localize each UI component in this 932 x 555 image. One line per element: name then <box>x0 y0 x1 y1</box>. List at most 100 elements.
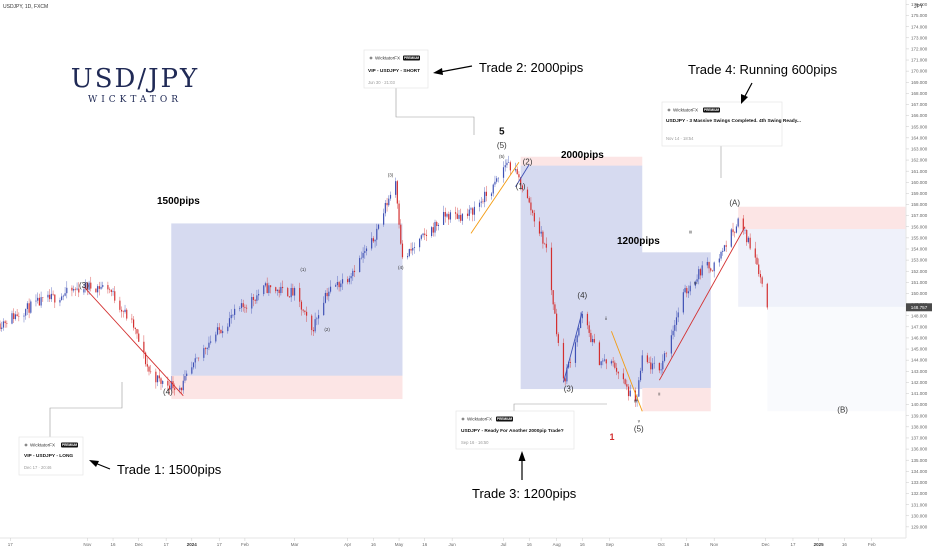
price-tick-label: 172.000 <box>911 47 928 52</box>
wave-label: (2) <box>324 327 330 332</box>
price-tick-label: 147.000 <box>911 324 928 329</box>
price-axis[interactable]: 176.000 175.000 174.000 173.000 172.000 171.0… <box>906 2 928 529</box>
zone-box-2 <box>520 165 643 390</box>
candle-body <box>174 388 176 390</box>
candle-body <box>312 329 315 332</box>
candle-body <box>386 202 388 206</box>
trendline-2 <box>515 164 530 187</box>
candle-body <box>240 303 243 309</box>
candle-body <box>49 294 51 300</box>
candle-body <box>292 287 294 296</box>
price-tick-label: 152.000 <box>911 269 928 274</box>
time-axis[interactable]: 17 Nov 16 Dec 17 2024 17 Feb Mar Apr 16 May 16 Jun Jul… <box>8 538 876 547</box>
candle-body <box>442 211 445 225</box>
candle-body <box>300 301 303 310</box>
candle-body <box>725 245 727 247</box>
candle-body <box>711 270 714 272</box>
time-tick-label: 17 <box>164 542 170 547</box>
candle-body <box>180 387 183 391</box>
price-tick-label: 166.000 <box>911 113 928 118</box>
time-tick-label: 2024 <box>187 542 198 547</box>
candle-body <box>396 181 398 204</box>
signal-card-4[interactable]: WicktatorFX PREMIUM USDJPY - 3 Massive S… <box>661 101 801 147</box>
time-tick-label: Dec <box>135 542 144 547</box>
candle-body <box>622 373 625 380</box>
candle-body <box>424 233 426 235</box>
signal-card-3[interactable]: WicktatorFX PREMIUM USDJPY - Ready For A… <box>455 410 575 450</box>
card-title: VIP - USDJPY - SHORT <box>368 68 420 74</box>
time-tick-label: 16 <box>842 542 848 547</box>
candle-body <box>425 234 428 236</box>
price-tick-label: 148.000 <box>911 313 928 318</box>
wave-label: (B) <box>837 405 848 414</box>
candle-body <box>25 309 27 316</box>
premium-badge <box>496 416 513 422</box>
arrow-trade-4-icon <box>741 82 753 104</box>
candle-body <box>16 314 18 317</box>
candle-body <box>603 359 606 361</box>
candle-body <box>148 366 150 372</box>
price-tick-label: 141.000 <box>911 391 928 396</box>
candle-body <box>78 288 80 293</box>
candle-body <box>468 209 470 216</box>
card-brand: WicktatorFX <box>673 108 698 113</box>
card-brand: WicktatorFX <box>467 417 492 422</box>
premium-badge <box>403 55 420 61</box>
candle-body <box>120 309 123 312</box>
candle-body <box>14 314 17 320</box>
candle-body <box>576 335 578 343</box>
candle-body <box>552 290 554 305</box>
candle-body <box>600 361 602 366</box>
price-tick-label: 142.000 <box>911 380 928 385</box>
candle-body <box>446 214 448 217</box>
candle-body <box>593 339 595 343</box>
price-tick-label: 175.000 <box>911 13 928 18</box>
signal-card-1[interactable]: WicktatorFX PREMIUM VIP - USDJPY - LONG … <box>18 436 84 476</box>
candle-body <box>544 243 546 245</box>
candle-body <box>338 282 340 288</box>
candle-body <box>663 353 666 361</box>
candle-body <box>280 286 282 294</box>
candle-body <box>244 306 246 308</box>
price-tick-label: 131.000 <box>911 502 928 507</box>
candle-body <box>168 385 171 390</box>
candle-body <box>545 243 547 248</box>
zone-box-3 <box>520 156 643 166</box>
candle-body <box>756 257 758 265</box>
user-icon <box>369 56 373 60</box>
candle-body <box>114 291 116 301</box>
wave-label: (3) <box>388 173 394 178</box>
time-tick-label: 17 <box>8 542 14 547</box>
time-tick-label: 17 <box>217 542 223 547</box>
candle-body <box>126 309 128 319</box>
candle-body <box>480 201 482 203</box>
candle-body <box>612 361 614 363</box>
time-tick-label: Feb <box>868 542 876 547</box>
time-tick-label: May <box>395 542 404 547</box>
time-tick-label: 16 <box>580 542 586 547</box>
candle-body <box>13 313 15 320</box>
candle-body <box>742 218 744 231</box>
wave-label: (1) <box>300 267 306 272</box>
candle-body <box>158 375 160 379</box>
candle-body <box>350 276 352 279</box>
wave-label: ii <box>658 392 660 397</box>
candle-body <box>110 289 112 293</box>
candle-body <box>383 213 385 225</box>
candle-body <box>198 357 200 359</box>
candle-body <box>497 177 499 179</box>
signal-card-2[interactable]: WicktatorFX PREMIUM VIP - USDJPY - SHORT… <box>363 49 429 89</box>
candle-body <box>564 378 566 382</box>
time-tick-label: 16 <box>527 542 533 547</box>
price-tick-label: 174.000 <box>911 24 928 29</box>
price-tick-label: 156.000 <box>911 224 928 229</box>
candle-body <box>268 285 270 293</box>
card-title-line-1: USDJPY - 3 Massive Swings Completed. 4th… <box>666 118 801 124</box>
candle-body <box>413 247 416 248</box>
candle-body <box>335 285 337 287</box>
candle-body <box>530 202 532 211</box>
box-label-2000: 2000pips <box>561 150 604 161</box>
candle-body <box>42 297 44 298</box>
candle-body <box>754 248 756 258</box>
